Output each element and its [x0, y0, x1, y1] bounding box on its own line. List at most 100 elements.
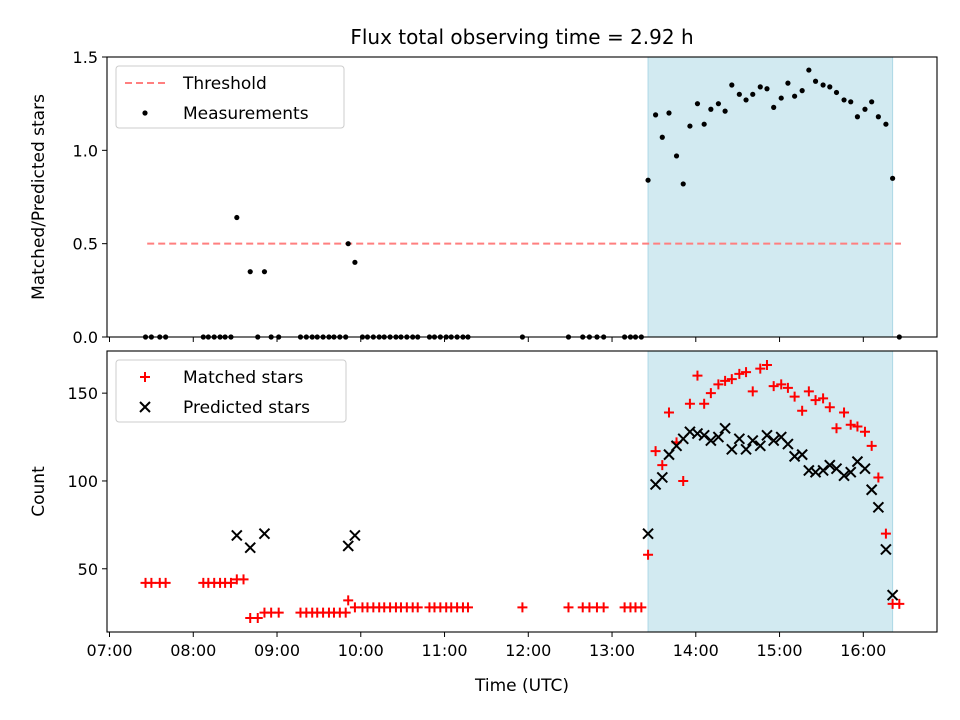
data-point	[645, 177, 651, 183]
data-point	[343, 595, 354, 606]
data-point	[789, 391, 800, 402]
data-point	[803, 464, 815, 477]
legend-marker	[142, 110, 148, 116]
data-point	[252, 612, 263, 623]
y-tick-label: 1.5	[73, 48, 98, 67]
legend: Matched stars Predicted stars	[115, 359, 347, 423]
data-point	[764, 86, 770, 92]
x-tick-label: 08:00	[170, 641, 216, 660]
data-point	[708, 106, 714, 112]
data-point	[673, 153, 680, 159]
data-point	[747, 434, 759, 447]
data-point	[699, 398, 710, 409]
data-point	[859, 426, 870, 437]
data-point	[733, 433, 746, 445]
data-point	[803, 386, 814, 397]
data-point	[666, 110, 672, 116]
data-point	[726, 374, 737, 385]
data-point	[462, 602, 473, 613]
axes-frame	[106, 350, 938, 633]
data-point	[852, 421, 863, 432]
series-matched-stars	[140, 360, 905, 623]
data-point	[741, 367, 752, 378]
data-point	[771, 104, 777, 110]
x-axis-label: Time (UTC)	[474, 676, 569, 696]
data-point	[883, 121, 889, 127]
data-point	[694, 101, 701, 107]
data-point	[722, 108, 728, 114]
data-point	[715, 101, 722, 107]
data-point	[663, 407, 674, 418]
axes-frame	[106, 56, 938, 338]
x-tick-label: 15:00	[756, 641, 802, 660]
data-point	[656, 471, 668, 484]
data-point	[827, 84, 833, 90]
data-point	[785, 80, 791, 86]
y-tick-label: 1.0	[73, 141, 98, 160]
data-point	[755, 363, 766, 374]
data-point	[872, 501, 885, 514]
data-point	[824, 459, 836, 471]
x-tick-label: 14:00	[673, 641, 719, 660]
x-tick-label: 07:00	[86, 641, 132, 660]
x-tick-label: 10:00	[338, 641, 384, 660]
data-point	[636, 602, 647, 613]
data-point	[865, 484, 878, 496]
data-point	[598, 602, 609, 613]
legend-label: Matched stars	[183, 368, 303, 388]
data-point	[244, 541, 256, 554]
data-point	[869, 99, 875, 105]
data-point	[747, 386, 758, 397]
data-point	[231, 529, 243, 542]
data-point	[705, 388, 716, 399]
x-tick-label: 11:00	[421, 641, 467, 660]
x-tick-label: 13:00	[589, 641, 635, 660]
data-point	[841, 97, 847, 103]
data-point	[866, 440, 877, 451]
data-point	[517, 602, 528, 613]
data-point	[273, 607, 284, 618]
data-point	[818, 393, 829, 404]
legend-label: Predicted stars	[183, 398, 310, 418]
data-point	[806, 67, 812, 73]
data-point	[734, 368, 745, 379]
data-point	[705, 434, 717, 447]
data-point	[767, 434, 780, 447]
y-tick-label: 150	[67, 384, 98, 403]
data-point	[740, 443, 752, 456]
data-point	[258, 527, 271, 540]
data-point	[743, 97, 749, 103]
y-axis-label: Matched/Predicted stars	[29, 94, 49, 300]
data-point	[782, 382, 793, 393]
data-point	[761, 429, 773, 442]
data-point	[713, 379, 724, 390]
data-point	[352, 259, 358, 265]
data-point	[761, 360, 772, 371]
data-point	[720, 375, 731, 386]
data-point	[698, 429, 710, 442]
data-point	[824, 402, 835, 413]
y-tick-label: 0.0	[73, 328, 98, 347]
data-point	[839, 407, 850, 418]
data-point	[854, 114, 861, 120]
data-point	[831, 423, 842, 434]
counts-panel: 50 100 150 07:00 08:00 09:00 10:00 11:00 12:00 13…	[29, 350, 938, 660]
data-point	[687, 123, 693, 129]
data-point	[726, 443, 738, 456]
y-tick-label: 50	[78, 560, 98, 579]
series-predicted-stars	[231, 422, 899, 601]
data-point	[754, 440, 766, 452]
legend-box	[115, 359, 347, 423]
data-point	[342, 540, 354, 552]
data-point	[701, 121, 707, 127]
data-point	[782, 438, 794, 450]
data-point	[345, 241, 351, 247]
legend-label: Threshold	[182, 74, 267, 94]
data-point	[643, 549, 654, 560]
data-point	[729, 82, 735, 88]
data-point	[796, 448, 808, 461]
data-point	[340, 607, 351, 618]
data-point	[650, 446, 661, 457]
data-point	[642, 527, 654, 540]
data-point	[812, 78, 819, 84]
